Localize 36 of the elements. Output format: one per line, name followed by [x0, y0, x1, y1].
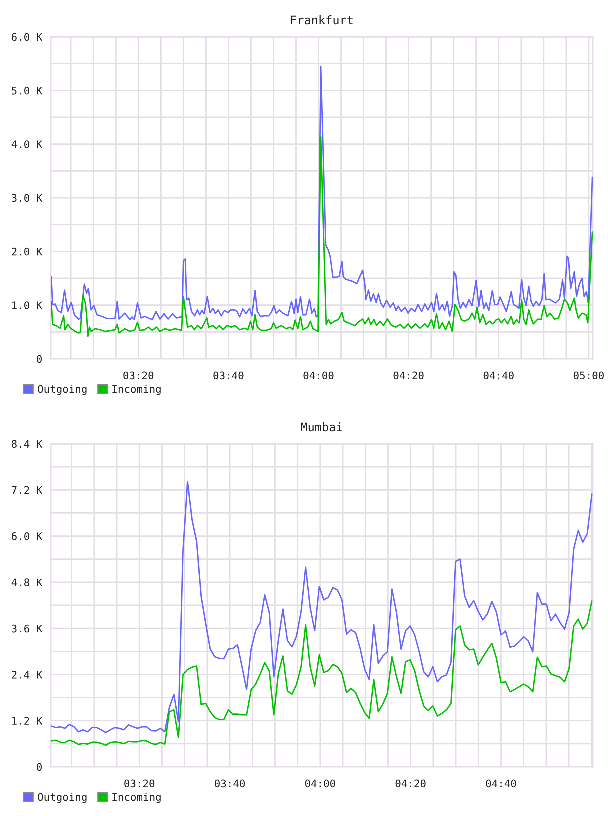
line-series [51, 136, 593, 338]
x-tick-label: 04:00 [304, 372, 334, 380]
x-tick-label: 03:20 [124, 372, 154, 380]
line-series [51, 600, 593, 746]
x-tick-label: 03:40 [215, 780, 246, 788]
x-tick-label: 05:00 [574, 372, 604, 380]
y-tick-label: 3.0 K [12, 194, 43, 202]
x-tick-label: 04:20 [396, 780, 426, 788]
line-series [51, 66, 593, 321]
y-tick-label: 3.6 K [12, 624, 43, 633]
y-tick-label: 4.8 K [12, 578, 43, 587]
chart-title: Frankfurt [291, 16, 353, 25]
x-tick-label: 04:20 [394, 372, 424, 380]
y-tick-label: 1.2 K [12, 717, 43, 725]
y-tick-label: 7.2 K [12, 486, 43, 494]
y-tick-label: 2.0 K [12, 248, 43, 256]
y-tick-label: 0 [37, 763, 42, 772]
y-tick-label: 2.4 K [12, 670, 43, 679]
y-tick-label: 6.0 K [12, 532, 43, 540]
y-tick-label: 6.0 K [12, 33, 43, 42]
legend-label: Outgoing [38, 385, 87, 396]
legend-label: Incoming [112, 793, 161, 804]
y-tick-label: 1.0 K [12, 302, 43, 310]
legend-label: Outgoing [38, 793, 87, 804]
y-tick-label: 5.0 K [12, 86, 43, 95]
x-tick-label: 04:00 [305, 780, 336, 788]
x-tick-label: 04:40 [486, 780, 516, 788]
y-tick-label: 4.0 K [12, 140, 43, 148]
x-tick-label: 04:40 [484, 372, 514, 380]
x-tick-label: 03:40 [214, 372, 244, 380]
legend-label: Incoming [112, 385, 161, 396]
y-tick-label: 0 [37, 355, 42, 364]
chart-title: Mumbai [301, 422, 343, 432]
line-series [51, 480, 593, 734]
y-tick-label: 8.4 K [12, 440, 43, 448]
x-tick-label: 03:20 [124, 780, 155, 788]
